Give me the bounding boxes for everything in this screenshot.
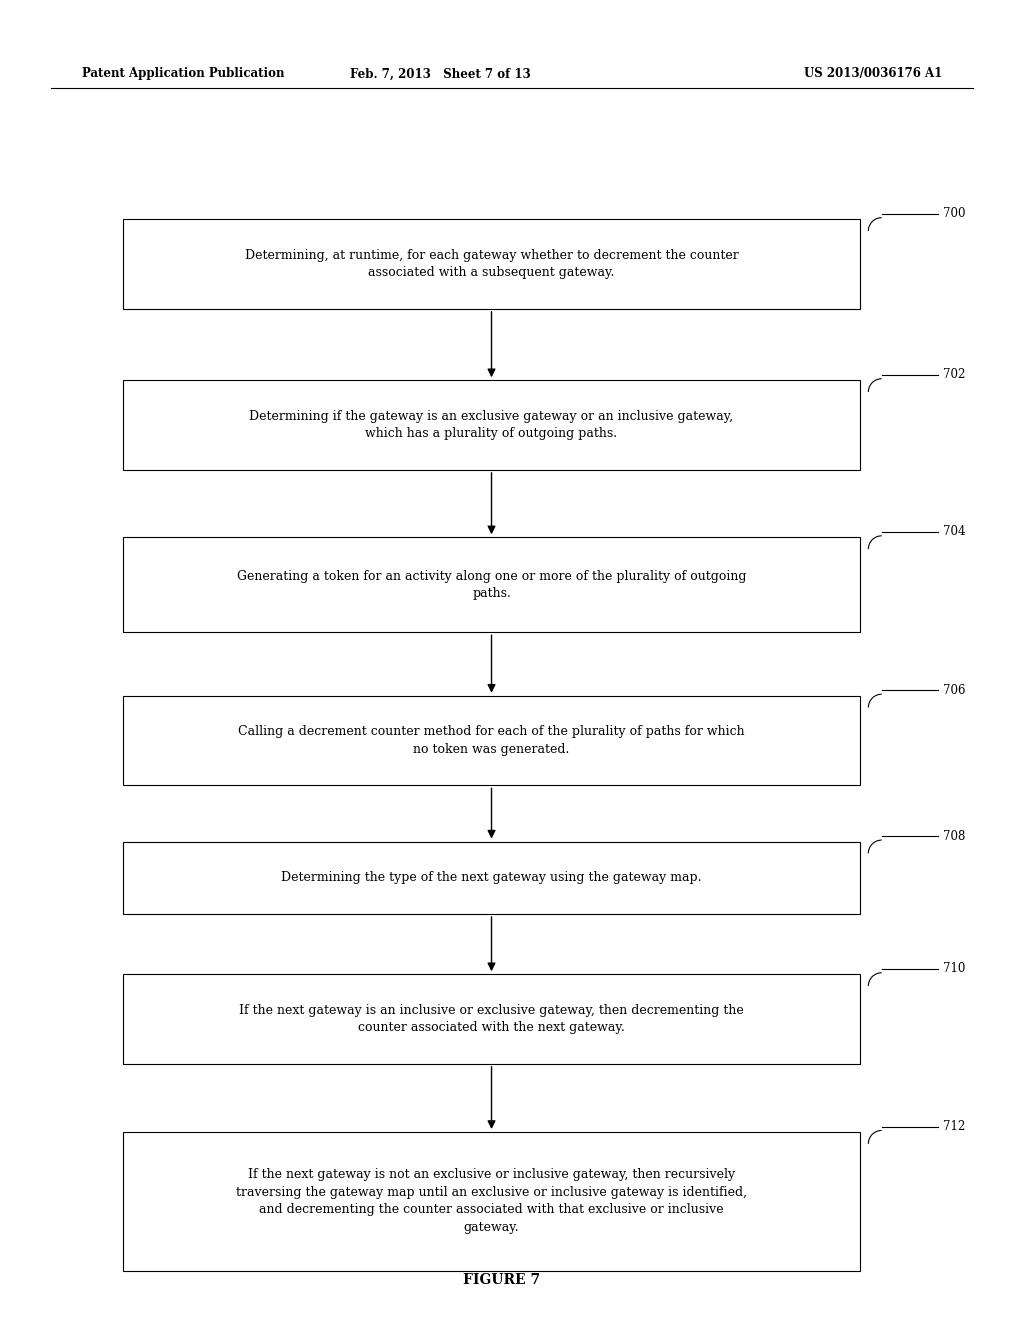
- Text: 702: 702: [943, 368, 966, 381]
- Bar: [123, 537, 860, 632]
- Text: If the next gateway is an inclusive or exclusive gateway, then decrementing the
: If the next gateway is an inclusive or e…: [240, 1003, 743, 1035]
- Bar: [123, 974, 860, 1064]
- Text: 704: 704: [943, 525, 966, 539]
- Text: Calling a decrement counter method for each of the plurality of paths for which
: Calling a decrement counter method for e…: [239, 725, 744, 756]
- Bar: [123, 696, 860, 785]
- Text: Generating a token for an activity along one or more of the plurality of outgoin: Generating a token for an activity along…: [237, 569, 746, 601]
- Bar: [123, 380, 860, 470]
- Text: Determining the type of the next gateway using the gateway map.: Determining the type of the next gateway…: [282, 871, 701, 884]
- Text: 710: 710: [943, 962, 966, 975]
- Text: Determining, at runtime, for each gateway whether to decrement the counter
assoc: Determining, at runtime, for each gatewa…: [245, 248, 738, 280]
- Text: Determining if the gateway is an exclusive gateway or an inclusive gateway,
whic: Determining if the gateway is an exclusi…: [250, 409, 733, 441]
- Text: 708: 708: [943, 830, 966, 842]
- Text: 706: 706: [943, 684, 966, 697]
- Bar: [123, 842, 860, 913]
- Text: Patent Application Publication: Patent Application Publication: [82, 67, 285, 81]
- Bar: [123, 1133, 860, 1270]
- Text: 712: 712: [943, 1121, 966, 1133]
- Text: US 2013/0036176 A1: US 2013/0036176 A1: [804, 67, 942, 81]
- Text: 700: 700: [943, 207, 966, 220]
- Text: Feb. 7, 2013   Sheet 7 of 13: Feb. 7, 2013 Sheet 7 of 13: [350, 67, 530, 81]
- Text: If the next gateway is not an exclusive or inclusive gateway, then recursively
t: If the next gateway is not an exclusive …: [236, 1168, 748, 1234]
- Text: FIGURE 7: FIGURE 7: [463, 1274, 541, 1287]
- Bar: [123, 219, 860, 309]
